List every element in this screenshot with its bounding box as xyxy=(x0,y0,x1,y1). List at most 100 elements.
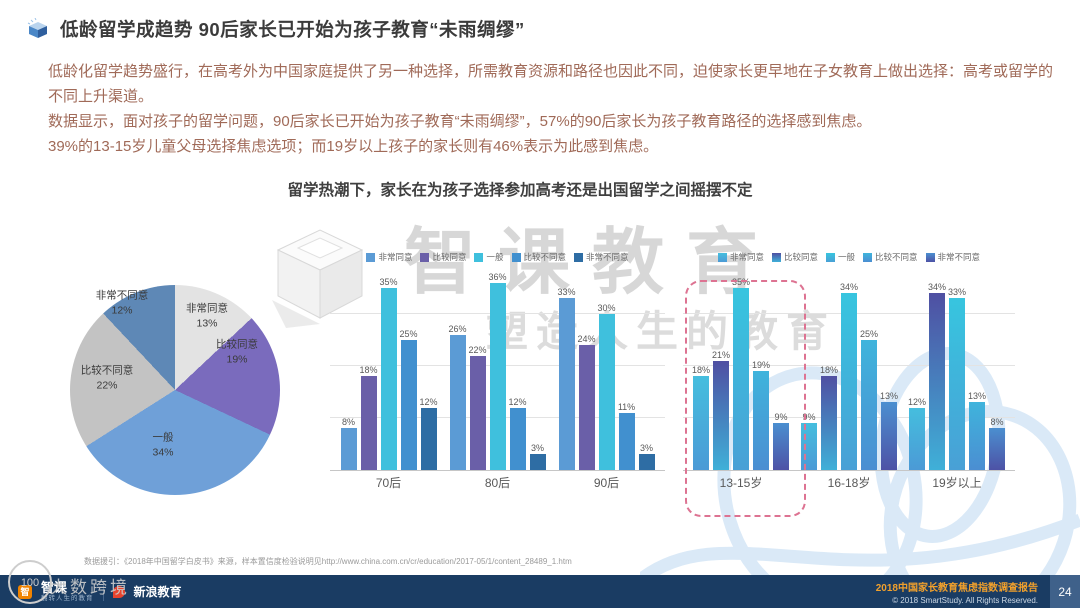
bar-with-label: 3% xyxy=(638,443,656,470)
slide-title: 低龄留学成趋势 90后家长已开始为孩子教育“未雨绸缪” xyxy=(60,19,525,40)
bar-with-label: 33% xyxy=(948,287,966,470)
bar xyxy=(400,340,417,470)
bar-value-label: 11% xyxy=(617,401,636,412)
legend-item: 非常不同意 xyxy=(925,251,981,263)
partner-name: 新浪教育 xyxy=(133,585,182,599)
bar-value-label: 9% xyxy=(802,412,816,423)
legend-swatch xyxy=(420,252,430,262)
bar xyxy=(733,288,749,470)
bar xyxy=(558,298,575,470)
slide-header: 低龄留学成趋势 90后家长已开始为孩子教育“未雨绸缪” xyxy=(26,16,525,42)
body-paragraph-2: 数据显示，面对孩子的留学问题，90后家长已开始为孩子教育“未雨绸缪”，57%的9… xyxy=(48,112,872,130)
bar-with-label: 8% xyxy=(340,417,358,470)
pie-slice-label: 比较不同意 22% xyxy=(80,364,134,391)
legend-swatch xyxy=(366,252,376,262)
bar xyxy=(380,288,397,470)
watermark-slogan: 塑造人生的教育 xyxy=(486,308,837,355)
legend-item: 比较同意 xyxy=(771,251,818,263)
bar xyxy=(340,428,357,470)
bar-value-label: 34% xyxy=(928,282,947,293)
legend-swatch xyxy=(863,252,872,262)
bar xyxy=(949,298,965,470)
bar-value-label: 12% xyxy=(419,396,438,407)
bar-value-label: 34% xyxy=(840,282,859,293)
legend-label: 非常同意 xyxy=(729,252,764,262)
legend-swatch xyxy=(717,252,727,262)
bar-group: 12% 34% 33% 13% 8% xyxy=(908,282,1006,470)
legend-item: 一般 xyxy=(474,251,504,263)
bar-with-label: 25% xyxy=(860,329,878,470)
legend-item: 比较不同意 xyxy=(511,251,567,263)
legend-label: 非常同意 xyxy=(378,252,413,262)
bar xyxy=(529,454,546,470)
x-axis: 13-15岁 16-18岁 19岁以上 xyxy=(683,474,1015,491)
bar xyxy=(449,334,466,470)
bar xyxy=(841,293,857,470)
bar xyxy=(489,282,506,470)
legend-label: 比较同意 xyxy=(783,252,818,262)
bar-value-label: 3% xyxy=(639,443,653,454)
legend-item: 比较同意 xyxy=(420,251,466,263)
bar xyxy=(801,423,817,470)
brand-tagline: 翻转人生的教育 xyxy=(41,595,94,603)
legend-label: 一般 xyxy=(837,252,855,262)
legend-swatch xyxy=(511,252,521,262)
bar xyxy=(638,454,655,470)
report-title: 2018中国家长教育焦虑指数调查报告 xyxy=(875,582,1038,594)
legend: 非常同意 比较同意 一般 比较不同意 非常不同意 xyxy=(330,250,665,264)
bar-value-label: 18% xyxy=(820,365,839,376)
bar xyxy=(753,371,769,470)
bar-value-label: 30% xyxy=(597,303,616,313)
footer-bar: 智 智课 翻转人生的教育 新浪教育 2018中国家长教育焦虑指数调查报告 © 2… xyxy=(0,575,1080,608)
x-axis-label: 19岁以上 xyxy=(932,476,982,490)
smartstudy-logo-icon: 智 xyxy=(18,584,32,599)
bar xyxy=(861,340,877,470)
bar xyxy=(909,407,925,470)
bar-value-label: 25% xyxy=(399,329,418,339)
sina-logo-icon xyxy=(112,585,125,598)
legend-swatch xyxy=(574,252,584,262)
bar-with-label: 11% xyxy=(618,402,636,470)
bar-value-label: 25% xyxy=(860,329,879,339)
chart-section-title: 留学热潮下，家长在为孩子选择参加高考还是出国留学之间摇摆不定 xyxy=(287,182,753,199)
bar-with-label: 13% xyxy=(968,391,986,470)
pie-slice-label: 非常同意 13% xyxy=(186,302,228,329)
bar xyxy=(773,423,789,470)
legend-swatch xyxy=(474,252,484,262)
bar-with-label: 33% xyxy=(558,287,576,470)
pie-slice-label: 非常不同意 12% xyxy=(95,289,149,316)
bar xyxy=(469,355,486,470)
legend-item: 比较不同意 xyxy=(863,251,918,263)
bar-with-label: 18% xyxy=(820,365,838,470)
bar-chart-by-child-age: 非常同意 比较同意 一般 比较不同意 非常不同意 18% 21% 35% 19% 9% 9% 18%… xyxy=(683,250,1015,517)
legend-swatch xyxy=(771,252,781,262)
bar-value-label: 12% xyxy=(908,396,927,407)
bar-with-label: 13% xyxy=(880,391,898,470)
bar-with-label: 18% xyxy=(360,365,378,470)
bar xyxy=(578,345,595,470)
x-axis-label: 13-15岁 xyxy=(719,476,763,490)
legend-swatch xyxy=(925,252,935,262)
pie-chart-agreement: 非常同意 13% 比较同意 19% 一般 34% 比较不同意 22% 非常不同意 12% xyxy=(0,260,312,512)
bar-group: 9% 18% 34% 25% 13% xyxy=(800,282,898,470)
bar-value-label: 13% xyxy=(880,391,899,402)
bar xyxy=(420,407,437,470)
legend-label: 非常不同意 xyxy=(937,252,981,262)
body-paragraph-1: 低龄化留学趋势盛行，在高考外为中国家庭提供了另一种选择，所需教育资源和路径也因此… xyxy=(48,63,1054,105)
bar-value-label: 9% xyxy=(774,412,788,423)
body-paragraph-3: 39%的13-15岁儿童父母选择焦虑选项；而19岁以上孩子的家长则有46%表示为… xyxy=(48,137,659,155)
x-axis: 70后 80后 90后 xyxy=(330,474,665,491)
bar-value-label: 35% xyxy=(379,277,398,287)
bar-group: 33% 24% 30% 11% 3% xyxy=(558,287,656,470)
body-text: 低龄化留学趋势盛行，在高考外为中国家庭提供了另一种选择，所需教育资源和路径也因此… xyxy=(48,60,1062,160)
bar-with-label: 8% xyxy=(988,417,1006,470)
bar-value-label: 13% xyxy=(968,391,987,402)
bar-value-label: 24% xyxy=(577,334,596,345)
bar-with-label: 12% xyxy=(908,397,926,470)
legend-label: 比较不同意 xyxy=(523,252,567,262)
footer-brands: 智 智课 翻转人生的教育 新浪教育 xyxy=(18,580,182,603)
bar-with-label: 9% xyxy=(772,412,790,470)
legend-item: 一般 xyxy=(825,251,855,263)
bar xyxy=(989,428,1005,470)
